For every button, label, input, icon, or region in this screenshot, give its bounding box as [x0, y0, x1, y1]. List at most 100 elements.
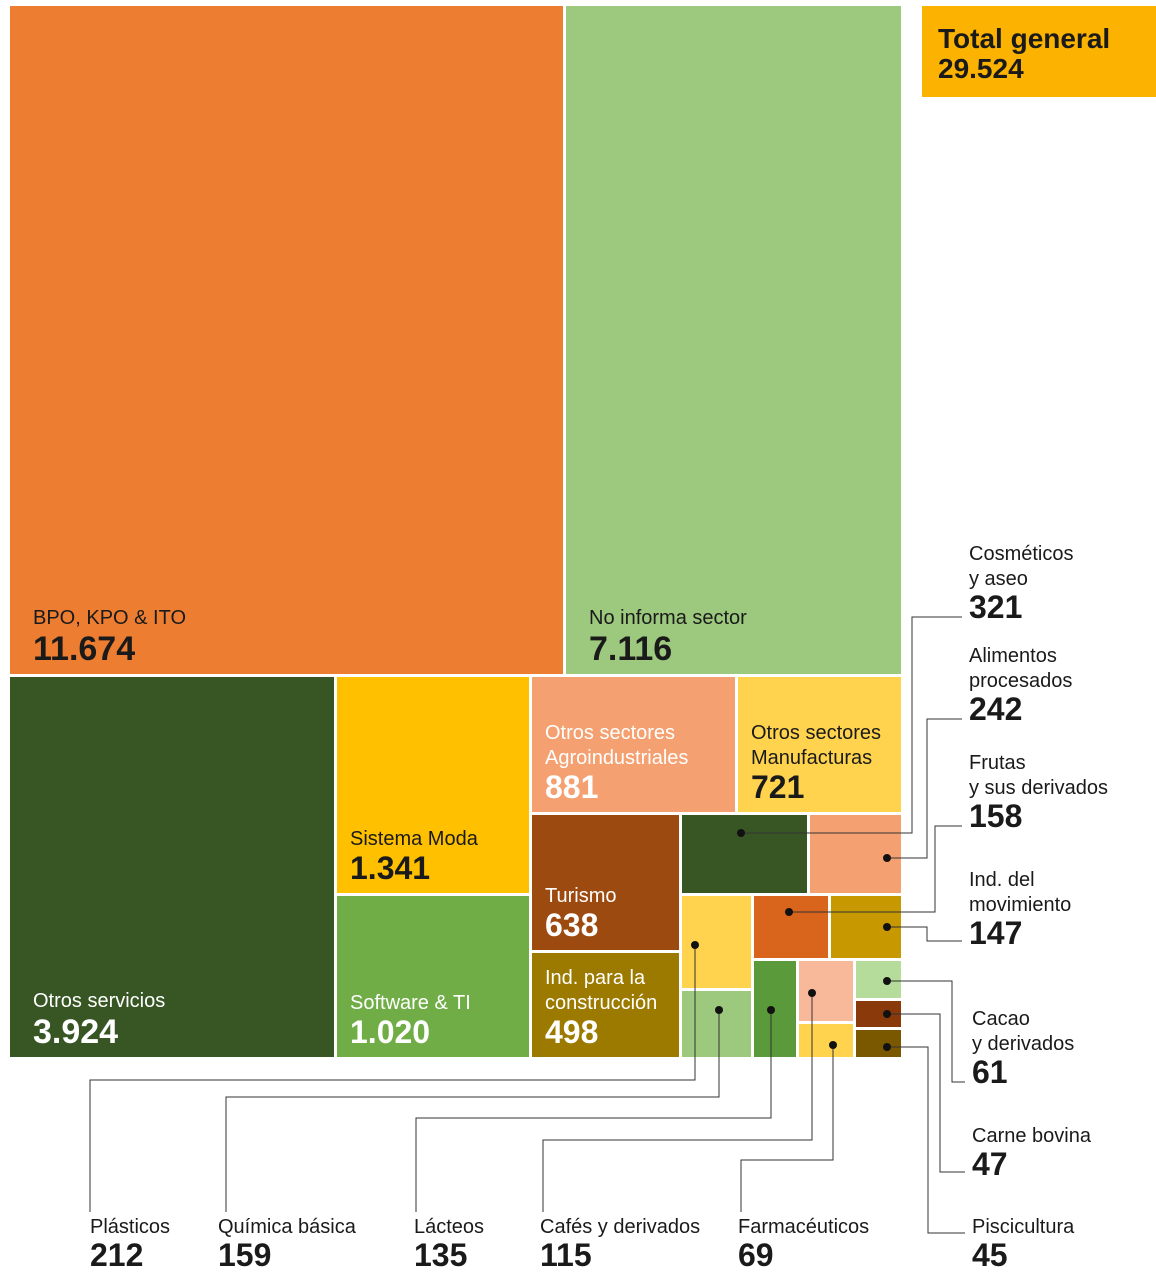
leader-line — [887, 1046, 965, 1234]
treemap-block — [10, 6, 563, 674]
leader-dot — [785, 908, 793, 916]
total-value: 29.524 — [938, 53, 1024, 84]
leader-dot — [883, 854, 891, 862]
leader-dot — [808, 989, 816, 997]
value-label: 212 — [90, 1237, 143, 1273]
category-label: Piscicultura — [972, 1216, 1075, 1238]
treemap-block — [682, 896, 751, 988]
category-label: Cafés y derivados — [540, 1216, 700, 1238]
category-label: No informa sector — [589, 607, 747, 629]
leader-dot — [737, 829, 745, 837]
leader-dot — [767, 1006, 775, 1014]
category-label: y sus derivados — [969, 777, 1108, 799]
treemap-block — [738, 677, 901, 812]
treemap-block — [337, 896, 529, 1057]
treemap-block — [532, 953, 679, 1057]
value-label: 45 — [972, 1237, 1008, 1273]
treemap-block — [810, 815, 901, 893]
treemap-block — [337, 677, 529, 893]
treemap-block — [799, 961, 853, 1021]
treemap-block — [754, 961, 796, 1057]
leader-dot — [691, 941, 699, 949]
value-label: 69 — [738, 1237, 774, 1273]
leader-line — [789, 825, 962, 913]
value-label: 11.674 — [33, 630, 135, 668]
category-label: Sistema Moda — [350, 828, 479, 850]
value-label: 1.020 — [350, 1014, 430, 1050]
category-label: Manufacturas — [751, 747, 872, 769]
leader-dot — [883, 977, 891, 985]
category-label: Software & TI — [350, 992, 471, 1014]
treemap-block — [856, 1030, 901, 1057]
category-label: Farmacéuticos — [738, 1216, 869, 1238]
category-label: Plásticos — [90, 1216, 170, 1238]
category-label: Alimentos — [969, 645, 1057, 667]
category-label: Ind. del — [969, 869, 1035, 891]
leader-line — [740, 1045, 834, 1212]
category-label: Otros sectores — [545, 722, 675, 744]
value-label: 159 — [218, 1237, 271, 1273]
value-label: 158 — [969, 798, 1022, 834]
treemap-block — [566, 6, 901, 674]
category-label: Turismo — [545, 885, 616, 907]
treemap-block — [532, 815, 679, 950]
value-label: 638 — [545, 907, 598, 943]
value-label: 147 — [969, 915, 1022, 951]
category-label: movimiento — [969, 894, 1071, 916]
category-label: Frutas — [969, 752, 1026, 774]
category-label: Ind. para la — [545, 967, 646, 989]
category-label: BPO, KPO & ITO — [33, 607, 186, 629]
value-label: 7.116 — [589, 630, 672, 668]
leader-line — [887, 718, 962, 859]
value-label: 3.924 — [33, 1013, 118, 1051]
leader-line — [887, 1013, 965, 1173]
value-label: 721 — [751, 769, 804, 805]
treemap-block — [856, 961, 901, 998]
leader-dot — [883, 923, 891, 931]
treemap-block — [799, 1024, 853, 1057]
category-label: construcción — [545, 992, 657, 1014]
leader-line — [415, 1010, 772, 1212]
leader-line — [887, 980, 965, 1083]
value-label: 61 — [972, 1054, 1008, 1090]
category-label: Cosméticos — [969, 543, 1073, 565]
treemap-block — [754, 896, 828, 958]
treemap-block — [532, 677, 735, 812]
value-label: 498 — [545, 1014, 598, 1050]
block-label: Software & TI1.020 — [350, 992, 471, 1050]
leader-line — [89, 945, 696, 1212]
leader-line — [887, 926, 962, 942]
leader-line — [741, 616, 962, 834]
value-label: 135 — [414, 1237, 467, 1273]
treemap-block — [682, 991, 751, 1057]
leader-line — [225, 1010, 720, 1212]
leader-dot — [829, 1041, 837, 1049]
leader-dot — [715, 1006, 723, 1014]
value-label: 881 — [545, 769, 598, 805]
category-label: Agroindustriales — [545, 747, 688, 769]
value-label: 1.341 — [350, 850, 430, 886]
value-label: 321 — [969, 589, 1022, 625]
category-label: procesados — [969, 670, 1072, 692]
category-label: Lácteos — [414, 1216, 484, 1238]
leader-line — [542, 993, 813, 1212]
category-label: Cacao — [972, 1008, 1030, 1030]
treemap-block — [10, 677, 334, 1057]
value-label: 115 — [540, 1237, 592, 1273]
